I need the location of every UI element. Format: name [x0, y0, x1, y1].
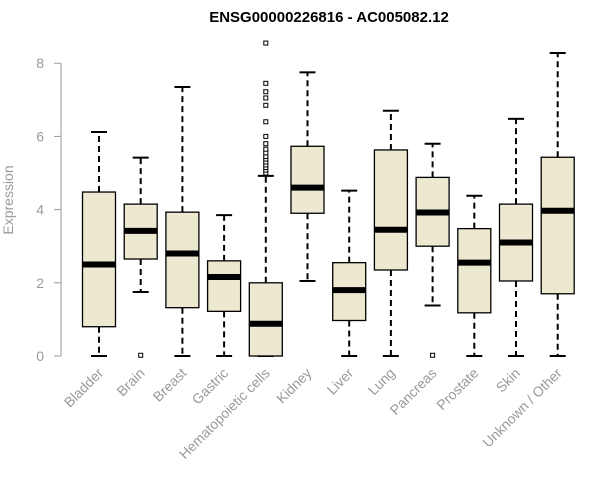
- box-unknown-other: [540, 51, 575, 357]
- x-tick-label: Kidney: [273, 365, 315, 407]
- box-iqr: [165, 211, 200, 309]
- y-tick-label: 0: [36, 348, 44, 364]
- outlier-point: [430, 352, 436, 358]
- outlier-point: [263, 102, 269, 108]
- y-tick-label: 2: [36, 275, 44, 291]
- box-iqr: [248, 282, 283, 357]
- box-pancreas: [415, 142, 450, 358]
- x-tick-label: Breast: [150, 365, 190, 405]
- x-tick-label: Skin: [493, 365, 524, 396]
- y-tick-label: 8: [36, 55, 44, 71]
- outlier-point: [263, 80, 269, 86]
- outlier-point: [263, 146, 269, 152]
- box-breast: [165, 85, 200, 357]
- outlier-point: [138, 352, 144, 358]
- outlier-point: [263, 141, 269, 147]
- outlier-point: [263, 95, 269, 101]
- box-iqr: [373, 149, 409, 271]
- outlier-point: [263, 40, 269, 46]
- outlier-point: [263, 119, 269, 125]
- chart-title: ENSG00000226816 - AC005082.12: [209, 9, 449, 26]
- x-tick-label: Lung: [365, 365, 398, 398]
- y-tick-label: 6: [36, 128, 44, 144]
- box-iqr: [206, 260, 242, 312]
- box-lung: [373, 109, 409, 357]
- y-axis: 0 2 4 6 8: [36, 55, 62, 364]
- box-iqr: [457, 227, 492, 314]
- box-hematopoietic-cells: [248, 40, 283, 357]
- box-liver: [332, 189, 367, 357]
- box-prostate: [457, 194, 492, 357]
- box-gastric: [206, 214, 242, 357]
- box-kidney: [290, 71, 325, 282]
- box-bladder: [81, 131, 117, 357]
- box-series: [81, 40, 575, 358]
- outlier-point: [263, 89, 269, 95]
- y-tick-label: 4: [36, 202, 44, 218]
- box-brain: [123, 156, 158, 358]
- box-iqr: [81, 191, 117, 328]
- x-tick-label: Bladder: [61, 365, 107, 411]
- outlier-point: [263, 133, 269, 139]
- box-skin: [498, 117, 534, 357]
- x-tick-label: Liver: [324, 365, 357, 398]
- x-tick-label: Brain: [113, 365, 147, 399]
- box-iqr: [540, 156, 575, 295]
- x-tick-label: Unknown / Other: [479, 365, 565, 451]
- box-iqr: [290, 145, 325, 214]
- y-axis-label: Expression: [0, 165, 16, 234]
- x-tick-label: Prostate: [433, 365, 481, 413]
